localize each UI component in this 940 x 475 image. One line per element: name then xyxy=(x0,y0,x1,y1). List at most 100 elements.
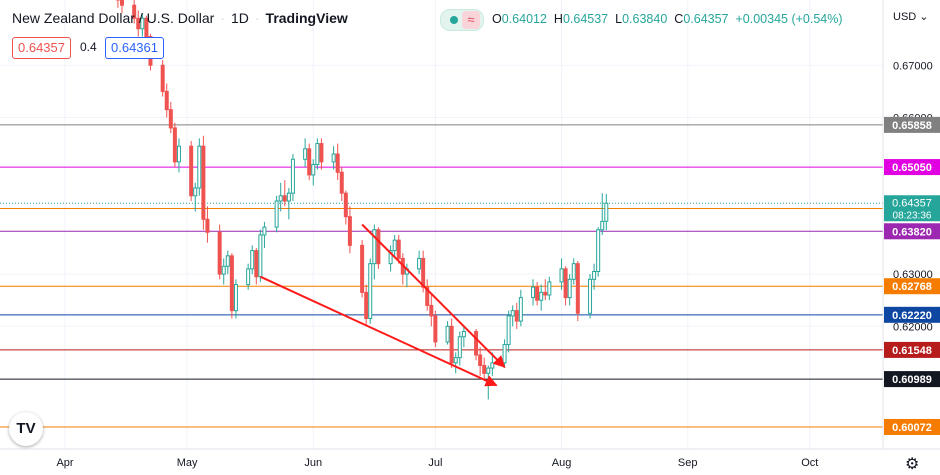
time-axis[interactable]: Apr May Jun Jul Aug Sep Oct xyxy=(0,448,940,475)
candle-body xyxy=(449,325,454,364)
candle-body xyxy=(376,229,381,265)
level-price-badge xyxy=(884,223,940,240)
candle-body xyxy=(457,336,462,359)
candle-body xyxy=(518,297,523,322)
candle-body xyxy=(132,4,137,19)
candle-body xyxy=(567,278,572,299)
gear-icon[interactable]: ⚙ xyxy=(905,456,920,473)
candle-body xyxy=(372,229,377,265)
countdown-label: 08:23:36 xyxy=(893,210,932,221)
brand-label: TradingView xyxy=(265,10,348,26)
time-axis-label: Oct xyxy=(801,457,818,469)
candle-body xyxy=(425,286,430,306)
ohlc-close: 0.64357 xyxy=(683,12,729,26)
candle-body xyxy=(274,200,279,228)
candle-body xyxy=(392,239,397,252)
candle-body xyxy=(168,109,173,129)
price-tick-label: 0.63000 xyxy=(893,269,933,281)
candle-body xyxy=(176,145,181,163)
candle-body xyxy=(433,315,438,343)
time-axis-label: Sep xyxy=(678,457,698,469)
candle-body xyxy=(535,286,540,301)
candle-body xyxy=(396,239,401,259)
currency-selector[interactable]: USD ⌄ xyxy=(893,10,929,23)
candle-body xyxy=(368,263,373,319)
level-price-badge xyxy=(884,116,940,133)
candle-body xyxy=(563,268,568,299)
chart-header: New Zealand Dollar / U.S. Dollar · 1D · Trad… xyxy=(12,10,348,26)
candle-body xyxy=(335,153,340,173)
candle-body xyxy=(315,143,320,165)
ohlc-high: 0.64537 xyxy=(562,12,609,26)
price-tick-label: 0.62000 xyxy=(893,321,933,333)
level-price-badge xyxy=(884,418,940,435)
candle-body xyxy=(575,263,580,314)
level-price-badge xyxy=(884,371,940,388)
instrument-name[interactable]: New Zealand Dollar / U.S. Dollar xyxy=(12,10,215,26)
candle-body xyxy=(250,250,255,270)
candle-body xyxy=(482,364,487,374)
grid-lines xyxy=(0,0,883,449)
last-price-badge xyxy=(884,195,940,222)
candle-body xyxy=(307,148,312,176)
chevron-down-icon: ⌄ xyxy=(919,11,929,23)
level-price-label: 0.60072 xyxy=(892,422,932,434)
candle-body xyxy=(144,17,149,38)
ohlc-open: 0.64012 xyxy=(501,12,547,26)
level-price-label: 0.62220 xyxy=(892,310,932,322)
candle-body xyxy=(421,257,426,288)
candle-body xyxy=(600,220,605,231)
candle-body xyxy=(119,0,124,6)
candle-body xyxy=(417,257,422,270)
price-axis[interactable]: 0.670000.660000.630000.620000.658580.650… xyxy=(882,0,940,475)
tradingview-logo-icon[interactable]: TV xyxy=(9,412,43,446)
ohlc-low: 0.63840 xyxy=(622,12,668,26)
candle-body xyxy=(478,354,483,366)
level-price-label: 0.63820 xyxy=(892,226,932,238)
wave-icon: ≈ xyxy=(462,11,480,29)
market-status-pill[interactable]: ≈ xyxy=(440,9,484,31)
candle-body xyxy=(140,17,145,30)
candle-body xyxy=(453,357,458,364)
candles xyxy=(115,0,609,400)
candle-body xyxy=(543,291,548,296)
time-axis-label: Apr xyxy=(56,457,73,469)
level-price-badge xyxy=(884,341,940,358)
ohlc-change: +0.00345 (+0.54%) xyxy=(735,12,843,26)
candle-body xyxy=(160,64,165,92)
candle-body xyxy=(136,17,141,30)
candle-body xyxy=(254,250,259,278)
candle-body xyxy=(364,291,369,319)
last-price-label: 0.64357 xyxy=(892,197,932,209)
candle-body xyxy=(286,192,291,202)
market-open-icon xyxy=(450,16,458,24)
level-price-badge xyxy=(884,278,940,295)
time-axis-label: Jun xyxy=(304,457,322,469)
candle-body xyxy=(282,195,287,202)
candle-body xyxy=(225,255,230,267)
sell-price-button[interactable]: 0.64357 xyxy=(12,37,71,59)
candle-body xyxy=(360,244,365,293)
candle-body xyxy=(596,229,601,272)
candle-body xyxy=(506,315,511,346)
candle-body xyxy=(502,344,507,364)
candle-body xyxy=(445,325,450,343)
candle-body xyxy=(547,281,552,296)
candle-body xyxy=(531,286,536,299)
candle-body xyxy=(193,187,198,197)
horizontal-levels xyxy=(0,124,883,428)
level-price-label: 0.65050 xyxy=(892,162,932,174)
buy-price-button[interactable]: 0.64361 xyxy=(105,37,164,59)
trend-arrow xyxy=(361,223,506,368)
candle-body xyxy=(461,331,466,338)
candle-body xyxy=(217,231,222,275)
spread-value: 0.4 xyxy=(80,40,97,54)
interval-label[interactable]: 1D xyxy=(230,10,249,26)
candle-body xyxy=(514,310,519,322)
candle-body xyxy=(205,218,210,233)
candle-body xyxy=(510,310,515,317)
candle-body xyxy=(486,367,491,374)
time-axis-label: May xyxy=(177,457,198,469)
candle-body xyxy=(303,148,308,160)
